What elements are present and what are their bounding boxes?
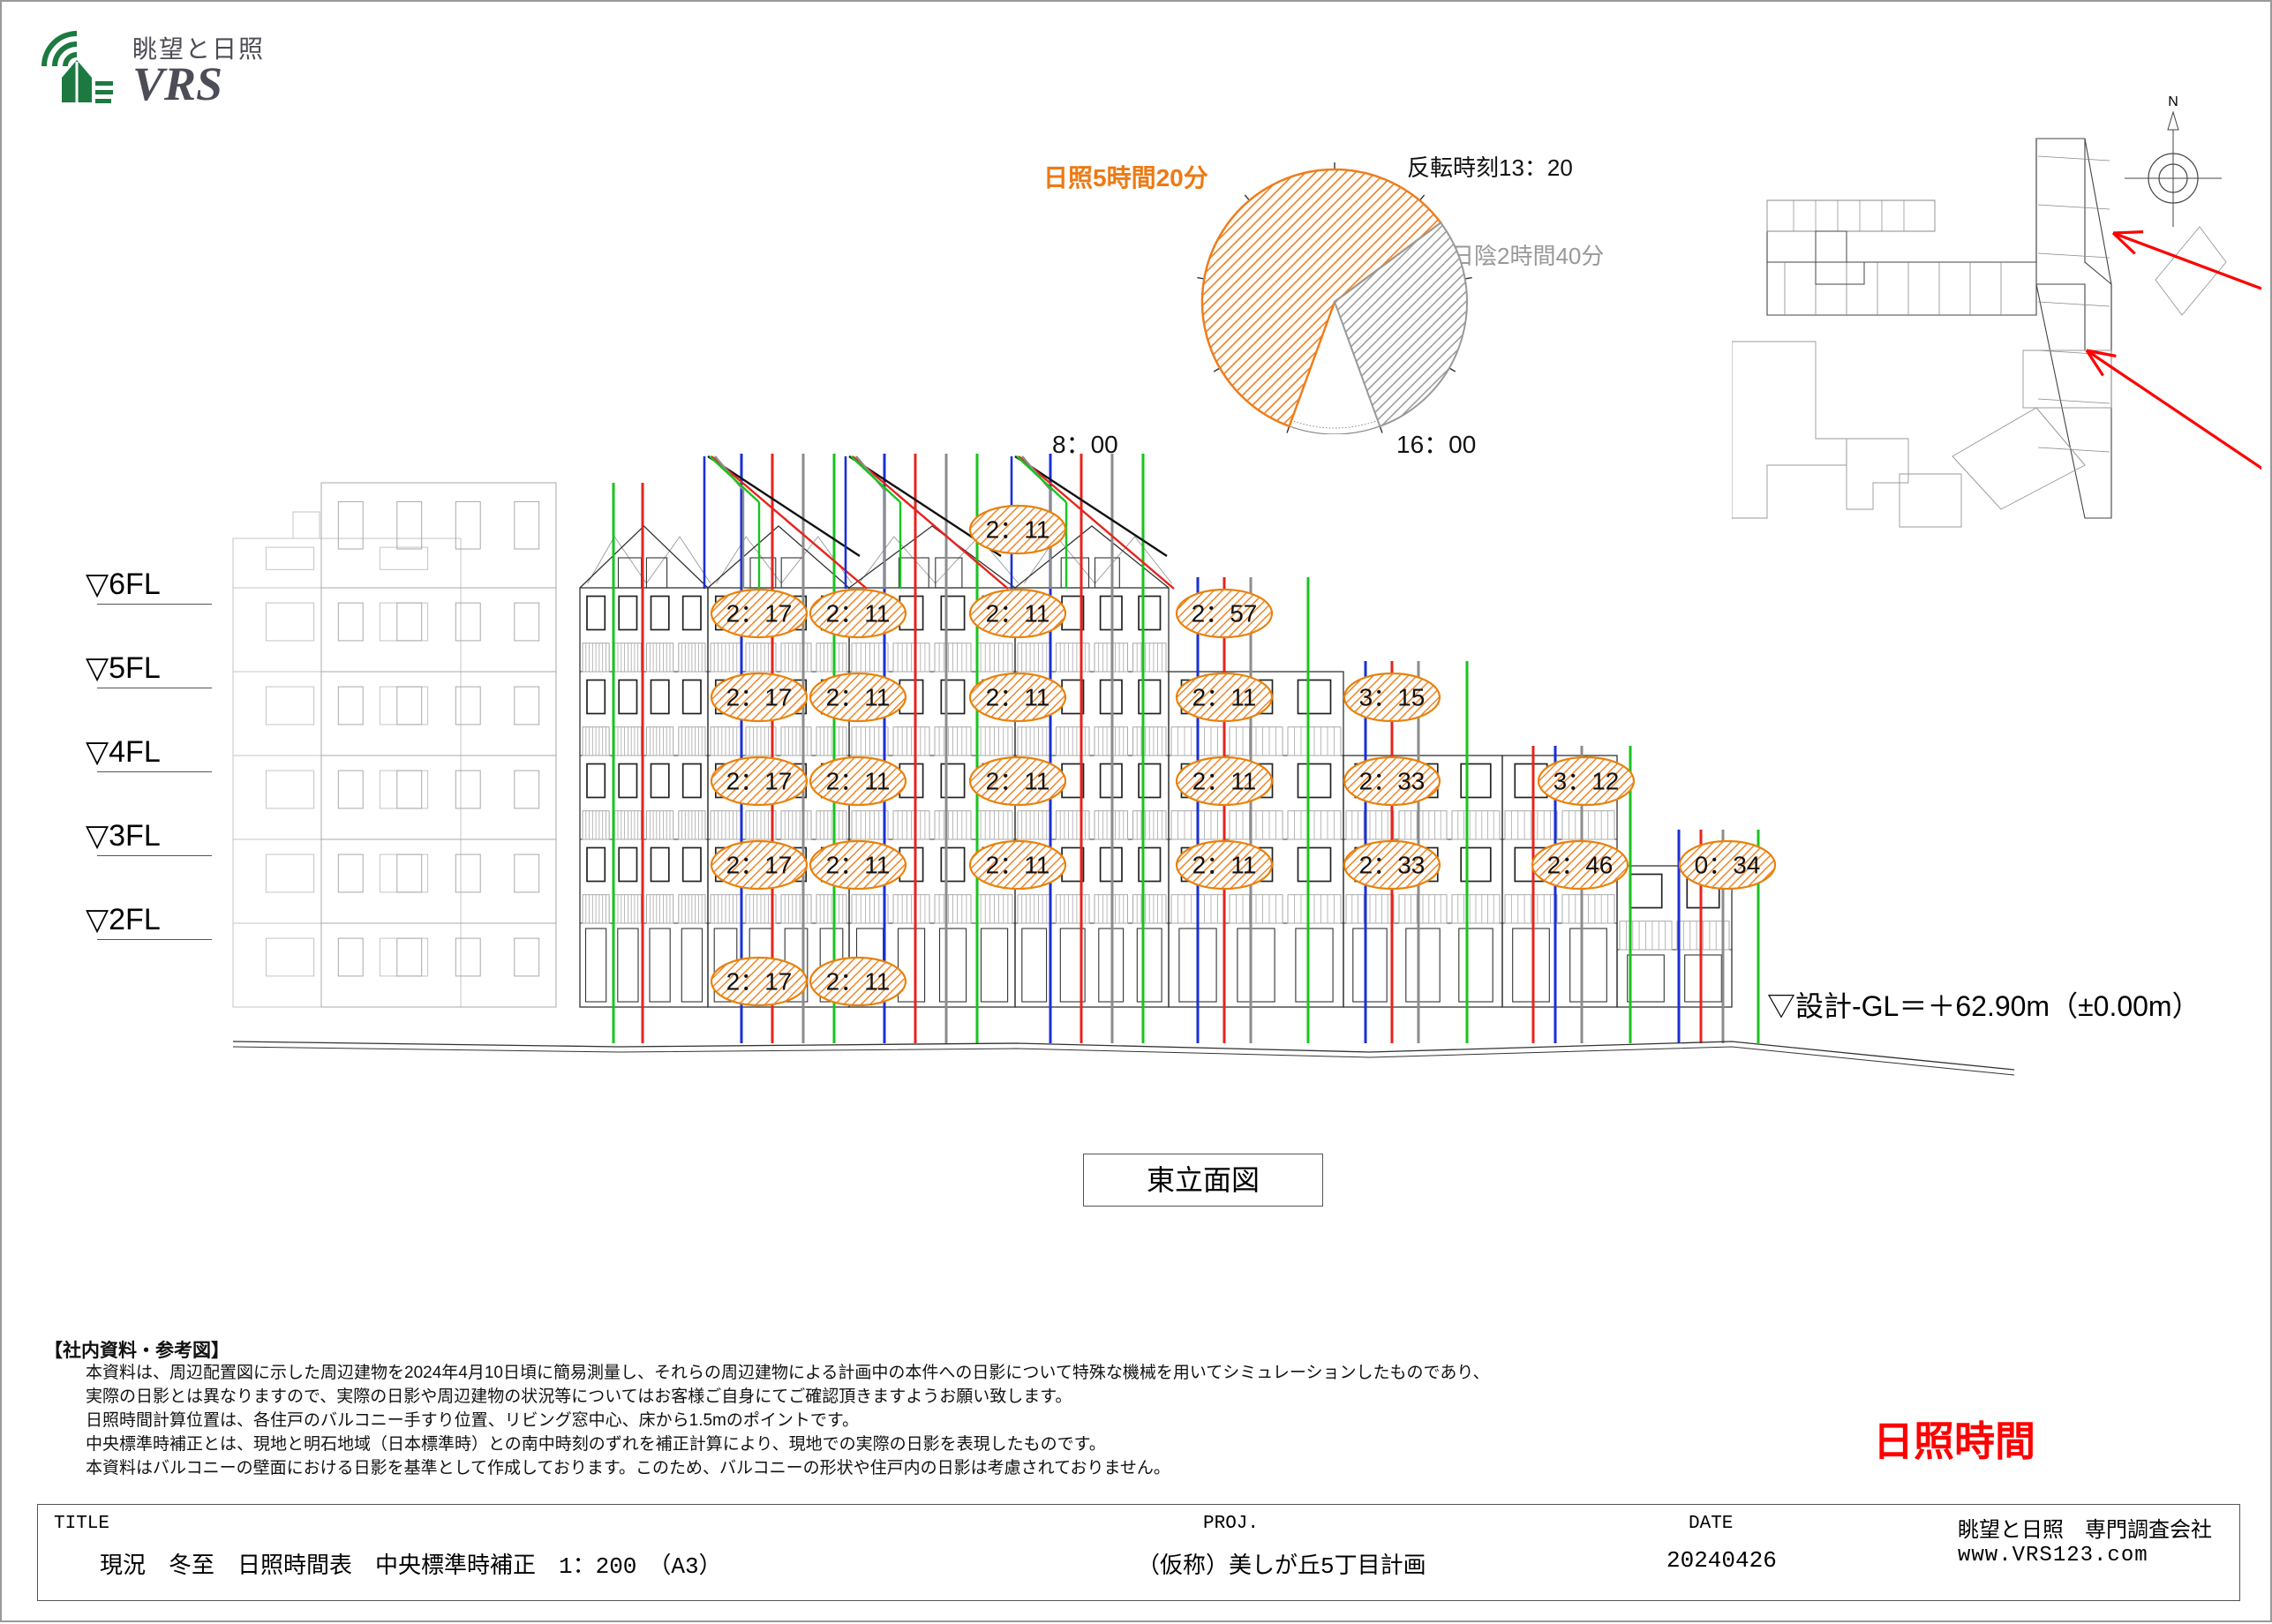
svg-text:2：57: 2：57 bbox=[1192, 600, 1258, 628]
svg-text:2：11: 2：11 bbox=[826, 852, 891, 879]
svg-text:2：11: 2：11 bbox=[986, 600, 1050, 628]
svg-text:0：34: 0：34 bbox=[1695, 852, 1761, 879]
svg-text:2：17: 2：17 bbox=[726, 600, 793, 628]
svg-text:2：11: 2：11 bbox=[986, 768, 1050, 795]
svg-text:2：11: 2：11 bbox=[826, 684, 891, 711]
svg-text:2：11: 2：11 bbox=[826, 600, 891, 628]
svg-text:2：33: 2：33 bbox=[1359, 852, 1426, 879]
svg-text:2：11: 2：11 bbox=[826, 768, 891, 795]
svg-text:2：11: 2：11 bbox=[1192, 852, 1257, 879]
svg-text:2：17: 2：17 bbox=[726, 852, 793, 879]
svg-text:2：11: 2：11 bbox=[826, 968, 891, 996]
svg-text:2：11: 2：11 bbox=[986, 516, 1050, 544]
svg-text:2：33: 2：33 bbox=[1359, 768, 1426, 795]
svg-text:2：17: 2：17 bbox=[726, 968, 793, 996]
svg-text:2：46: 2：46 bbox=[1547, 852, 1614, 879]
svg-text:2：17: 2：17 bbox=[726, 684, 793, 711]
svg-text:2：11: 2：11 bbox=[986, 684, 1050, 711]
svg-text:2：11: 2：11 bbox=[986, 852, 1050, 879]
svg-text:2：11: 2：11 bbox=[1192, 684, 1257, 711]
svg-text:3：12: 3：12 bbox=[1554, 768, 1620, 795]
svg-text:3：15: 3：15 bbox=[1359, 684, 1426, 711]
svg-text:2：17: 2：17 bbox=[726, 768, 793, 795]
svg-text:2：11: 2：11 bbox=[1192, 768, 1257, 795]
